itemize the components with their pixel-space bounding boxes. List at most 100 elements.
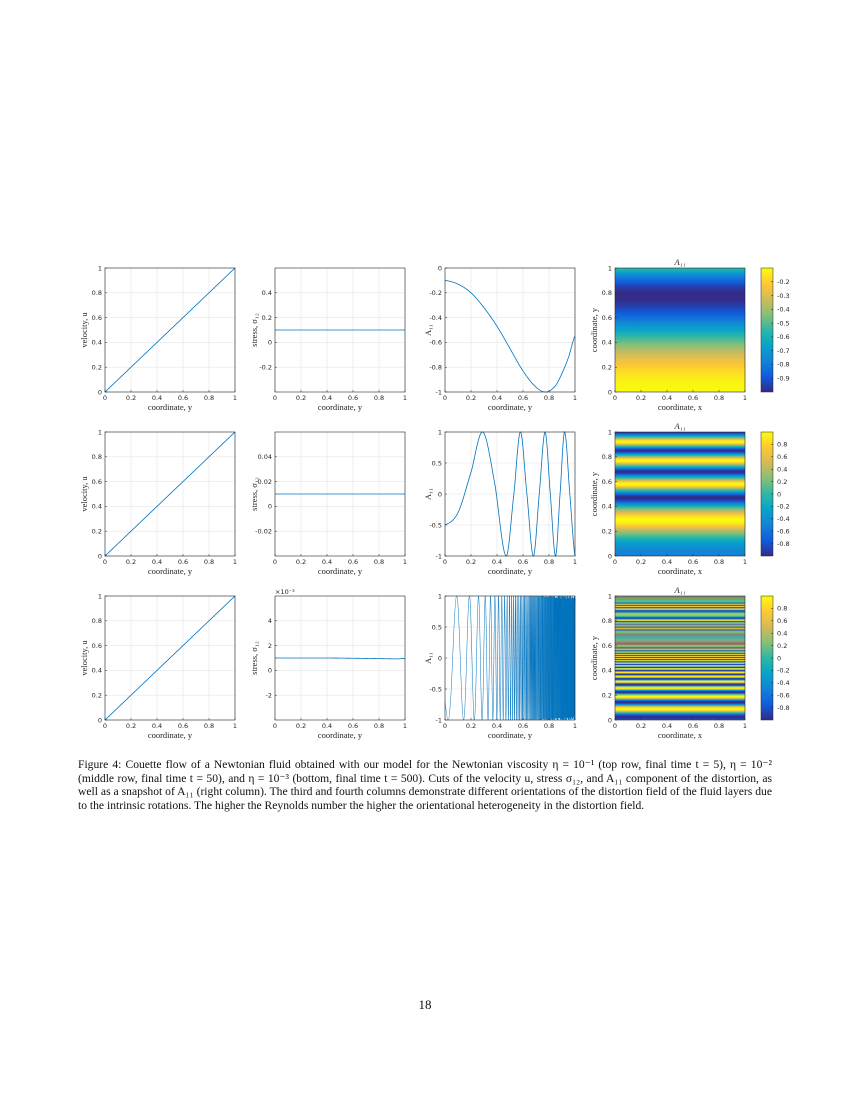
x-tick-label: 0 [443, 394, 447, 402]
y-tick-label: -0.8 [429, 364, 442, 372]
y-tick-label: 0.4 [602, 339, 612, 347]
colorbar-tick-label: -0.2 [777, 503, 790, 511]
series-line [104, 267, 236, 393]
y-tick-label: 0.4 [602, 667, 612, 675]
y-tick-label: 0 [608, 388, 612, 396]
colorbar-tick-label: 0.4 [777, 466, 787, 474]
x-tick-label: 0.4 [662, 722, 672, 730]
panel-row3-col1: 0 0.2 0.4 0.6 0.8 1 0 0.2 0.4 0.6 0.8 1 coordinate, … [79, 592, 237, 740]
x-tick-label: 0.6 [518, 394, 528, 402]
x-tick-label: 0.4 [322, 558, 332, 566]
x-tick-label: 0.8 [204, 558, 214, 566]
y-tick-label: -0.2 [429, 289, 442, 297]
colorbar-tick-label: -0.4 [777, 515, 790, 523]
x-tick-label: 0.6 [178, 558, 188, 566]
x-tick-label: 0 [273, 722, 277, 730]
y-axis-label: coordinate, y [589, 635, 599, 680]
colorbar-tick-label: -0.2 [777, 278, 790, 286]
y-tick-label: 1 [438, 428, 442, 436]
panel-row1-col1: 0 0.2 0.4 0.6 0.8 1 0 0.2 0.4 0.6 0.8 1 coordinate, … [79, 264, 237, 412]
x-axis-label: coordinate, y [488, 566, 533, 576]
y-axis-label: velocity, u [79, 640, 89, 676]
x-tick-label: 1 [573, 558, 577, 566]
heatmap-title: A₁₁ [673, 257, 685, 267]
y-tick-label: 1 [608, 264, 612, 272]
x-tick-label: 0.4 [152, 722, 162, 730]
x-axis-label: coordinate, y [148, 730, 193, 740]
panel-row3-col2: 0 0.2 0.4 0.6 0.8 1 -2 0 2 4 coordinate, y stress, … [249, 588, 407, 740]
y-tick-label: 0.6 [602, 642, 612, 650]
y-tick-label: 1 [98, 264, 102, 272]
y-tick-label: -1 [436, 552, 442, 560]
x-tick-label: 0.2 [466, 394, 476, 402]
y-tick-label: 0.04 [258, 453, 272, 461]
y-tick-label: 0.6 [602, 478, 612, 486]
y-tick-label: 0.2 [92, 692, 102, 700]
series-line [104, 595, 236, 721]
colorbar-tick-label: -0.9 [777, 375, 790, 383]
colorbar [760, 267, 774, 393]
colorbar-tick-label: -0.8 [777, 361, 790, 369]
x-tick-label: 0.6 [688, 394, 698, 402]
colorbar-tick-label: -0.8 [777, 704, 790, 712]
y-axis-label: velocity, u [79, 312, 89, 348]
x-tick-label: 0.4 [492, 394, 502, 402]
x-tick-label: 0 [613, 394, 617, 402]
x-tick-label: 0.8 [714, 722, 724, 730]
series-line [444, 595, 576, 721]
colorbar-tick-label: 0.4 [777, 630, 787, 638]
x-tick-label: 1 [743, 558, 747, 566]
x-tick-label: 0 [443, 558, 447, 566]
x-tick-label: 0 [103, 394, 107, 402]
heatmap-image [615, 596, 745, 720]
colorbar-tick-label: 0 [777, 654, 781, 662]
panel-row3-col3: 0 0.2 0.4 0.6 0.8 1 -1 -0.5 0 0.5 1 coordinate, y A₁… [423, 592, 577, 740]
x-axis-label: coordinate, y [148, 566, 193, 576]
y-tick-label: 0.2 [602, 692, 612, 700]
colorbar-tick-label: 0.6 [777, 617, 787, 625]
y-axis-label: coordinate, y [589, 307, 599, 352]
y-tick-label: 0.8 [92, 453, 102, 461]
y-tick-label: 0.8 [602, 617, 612, 625]
x-tick-label: 0.4 [152, 394, 162, 402]
y-tick-label: -0.5 [429, 521, 442, 529]
x-tick-label: 0.6 [348, 722, 358, 730]
y-tick-label: 0.5 [432, 623, 442, 631]
y-tick-label: -0.6 [429, 339, 442, 347]
x-tick-label: 0.2 [126, 722, 136, 730]
colorbar-tick-label: 0.8 [777, 605, 787, 613]
y-tick-label: 1 [98, 428, 102, 436]
y-tick-label: 0.02 [258, 478, 272, 486]
panel-row3-col4: -0.8 -0.6 -0.4 -0.2 0 0.2 0.4 0.6 0.8 A₁₁ 0 0.2 0.4 0… [589, 585, 790, 740]
y-tick-label: -0.5 [429, 685, 442, 693]
y-tick-label: 0.4 [602, 503, 612, 511]
series-line [104, 431, 236, 557]
y-tick-label: 0.2 [602, 528, 612, 536]
colorbar-tick-label: -0.6 [777, 528, 790, 536]
y-tick-label: 0 [268, 339, 272, 347]
y-tick-label: 0 [608, 552, 612, 560]
x-tick-label: 0.2 [296, 558, 306, 566]
y-tick-label: 1 [608, 592, 612, 600]
x-tick-label: 0.4 [492, 722, 502, 730]
panel-row2-col4: -0.8 -0.6 -0.4 -0.2 0 0.2 0.4 0.6 0.8 A₁₁ 0 0.2 0.4 0… [589, 421, 790, 576]
axes-box [444, 267, 576, 393]
colorbar-tick-label: -0.6 [777, 333, 790, 341]
y-tick-label: -2 [266, 692, 272, 700]
x-tick-label: 0.6 [518, 558, 528, 566]
axes-box [104, 595, 236, 721]
x-tick-label: 0 [103, 558, 107, 566]
x-tick-label: 0.4 [152, 558, 162, 566]
panel-row2-col1: 0 0.2 0.4 0.6 0.8 1 0 0.2 0.4 0.6 0.8 1 coordinate, … [79, 428, 237, 576]
axes-box [104, 431, 236, 557]
panel-row1-col4: -0.9 -0.8 -0.7 -0.6 -0.5 -0.4 -0.3 -0.2 A₁₁ 0 0.2 0… [589, 257, 790, 412]
x-tick-label: 0.6 [688, 558, 698, 566]
axes-box [614, 431, 746, 557]
colorbar-tick-label: -0.8 [777, 540, 790, 548]
x-axis-label: coordinate, y [148, 402, 193, 412]
x-tick-label: 0.8 [544, 558, 554, 566]
x-tick-label: 1 [403, 394, 407, 402]
x-tick-label: 0.8 [374, 394, 384, 402]
x-tick-label: 0.2 [466, 722, 476, 730]
